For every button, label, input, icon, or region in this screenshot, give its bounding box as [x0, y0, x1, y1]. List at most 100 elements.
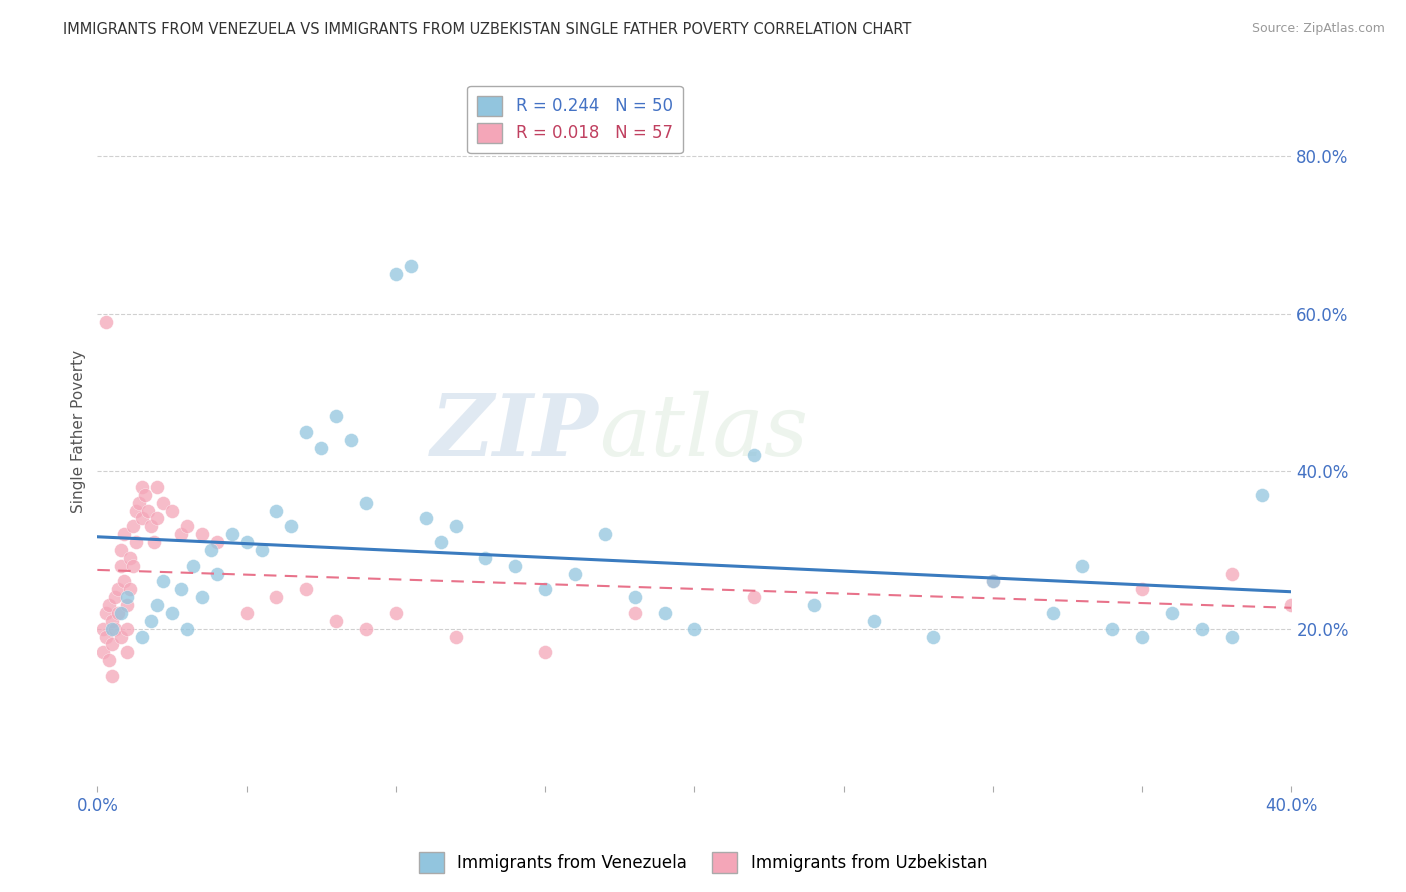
Point [104, 590, 127, 604]
Point [143, 535, 166, 549]
Point [176, 622, 198, 636]
Point [399, 260, 422, 274]
Point [91, 622, 114, 636]
Point [122, 558, 145, 573]
Point [191, 590, 214, 604]
Point [1071, 558, 1094, 573]
Point [107, 582, 129, 597]
Point [266, 590, 288, 604]
Point [98, 653, 121, 667]
Point [131, 511, 153, 525]
Point [654, 606, 676, 620]
Point [128, 496, 150, 510]
Point [104, 622, 127, 636]
Point [136, 503, 159, 517]
Point [139, 614, 162, 628]
Point [170, 582, 193, 597]
Text: atlas: atlas [599, 391, 808, 473]
Text: ZIP: ZIP [432, 390, 599, 474]
Point [235, 535, 257, 549]
Point [152, 496, 174, 510]
Point [134, 488, 156, 502]
Point [96, 606, 118, 620]
Point [205, 535, 228, 549]
Legend: R = 0.244   N = 50, R = 0.018   N = 57: R = 0.244 N = 50, R = 0.018 N = 57 [467, 86, 683, 153]
Point [1250, 488, 1272, 502]
Point [1191, 622, 1213, 636]
Point [742, 449, 765, 463]
Point [146, 480, 169, 494]
Point [221, 527, 243, 541]
Point [742, 590, 765, 604]
Point [191, 527, 214, 541]
Point [110, 542, 132, 557]
Point [415, 511, 437, 525]
Point [340, 433, 363, 447]
Point [250, 542, 273, 557]
Point [593, 527, 616, 541]
Point [112, 527, 135, 541]
Point [1220, 630, 1243, 644]
Point [1220, 566, 1243, 581]
Point [444, 519, 467, 533]
Point [96, 630, 118, 644]
Point [280, 519, 302, 533]
Point [120, 582, 142, 597]
Point [112, 574, 135, 589]
Point [1130, 630, 1153, 644]
Point [101, 637, 124, 651]
Point [266, 503, 288, 517]
Point [152, 574, 174, 589]
Point [146, 598, 169, 612]
Text: IMMIGRANTS FROM VENEZUELA VS IMMIGRANTS FROM UZBEKISTAN SINGLE FATHER POVERTY CO: IMMIGRANTS FROM VENEZUELA VS IMMIGRANTS … [63, 22, 911, 37]
Point [107, 606, 129, 620]
Point [176, 519, 198, 533]
Point [115, 590, 138, 604]
Point [125, 535, 148, 549]
Point [683, 622, 706, 636]
Point [160, 503, 183, 517]
Point [101, 614, 124, 628]
Point [444, 630, 467, 644]
Point [385, 606, 408, 620]
Point [862, 614, 884, 628]
Point [160, 606, 183, 620]
Point [98, 598, 121, 612]
Point [115, 645, 138, 659]
Y-axis label: Single Father Poverty: Single Father Poverty [72, 351, 86, 514]
Point [110, 558, 132, 573]
Point [170, 527, 193, 541]
Point [564, 566, 586, 581]
Point [534, 582, 557, 597]
Point [146, 511, 169, 525]
Point [295, 582, 318, 597]
Point [110, 606, 132, 620]
Point [181, 558, 204, 573]
Point [325, 614, 347, 628]
Point [122, 519, 145, 533]
Point [922, 630, 945, 644]
Point [120, 550, 142, 565]
Point [981, 574, 1004, 589]
Point [503, 558, 526, 573]
Point [110, 630, 132, 644]
Point [981, 574, 1004, 589]
Point [354, 496, 377, 510]
Point [131, 630, 153, 644]
Point [200, 542, 222, 557]
Point [125, 503, 148, 517]
Point [115, 622, 138, 636]
Point [803, 598, 825, 612]
Text: Source: ZipAtlas.com: Source: ZipAtlas.com [1251, 22, 1385, 36]
Point [429, 535, 451, 549]
Point [1130, 582, 1153, 597]
Point [309, 441, 332, 455]
Point [91, 645, 114, 659]
Point [205, 566, 228, 581]
Point [385, 268, 408, 282]
Point [235, 606, 257, 620]
Point [474, 550, 496, 565]
Point [96, 314, 118, 328]
Point [1161, 606, 1184, 620]
Point [1101, 622, 1123, 636]
